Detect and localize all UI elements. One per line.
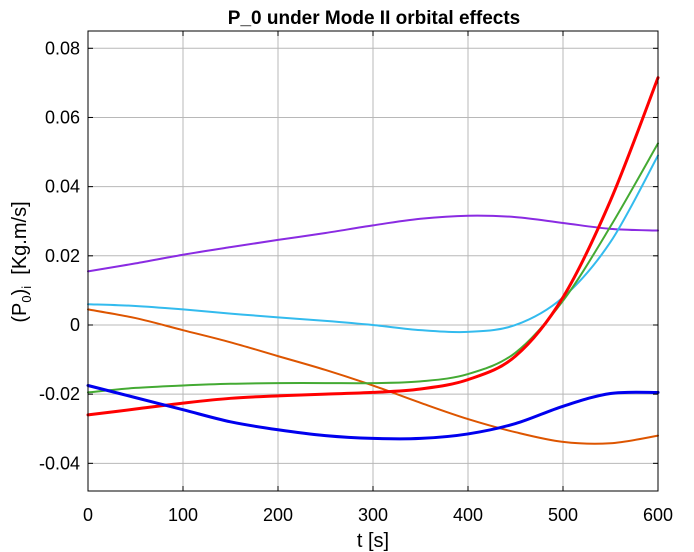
series-line-orange	[87, 308, 659, 445]
y-tick-label: 0	[70, 315, 80, 335]
y-axis-label-subi: i	[19, 286, 34, 289]
chart-title: P_0 under Mode II orbital effects	[228, 8, 520, 29]
y-axis-label: (P0)i [Kg.m/s]	[9, 201, 34, 322]
x-axis-ticks: 0 100 200 300 400 500 600	[83, 31, 673, 525]
grid	[87, 31, 659, 491]
y-axis-label-sub0: 0	[19, 295, 34, 302]
y-tick-label: 0.04	[45, 177, 80, 197]
x-tick-label: 300	[358, 505, 388, 525]
y-axis-label-close: )	[9, 289, 31, 296]
y-tick-label: -0.02	[39, 384, 80, 404]
y-axis-label-unit: [Kg.m/s]	[9, 201, 31, 285]
x-axis-label: t [s]	[357, 530, 389, 552]
series-layer	[86, 76, 660, 445]
x-tick-label: 500	[548, 505, 578, 525]
series-line-purple	[87, 214, 659, 273]
series-line-blue	[86, 384, 660, 441]
y-axis-label-open: (P	[9, 303, 31, 323]
series-line-green	[87, 142, 659, 394]
y-tick-label: 0.06	[45, 107, 80, 127]
y-tick-label: -0.04	[39, 453, 80, 473]
y-axis-ticks: -0.04 -0.02 0 0.02 0.04 0.06 0.08	[39, 38, 658, 473]
series-line-red	[86, 76, 660, 417]
x-tick-label: 400	[453, 505, 483, 525]
x-tick-label: 100	[168, 505, 198, 525]
x-tick-label: 200	[263, 505, 293, 525]
y-tick-label: 0.02	[45, 246, 80, 266]
y-tick-label: 0.08	[45, 38, 80, 58]
x-tick-label: 600	[643, 505, 673, 525]
x-tick-label: 0	[83, 505, 93, 525]
